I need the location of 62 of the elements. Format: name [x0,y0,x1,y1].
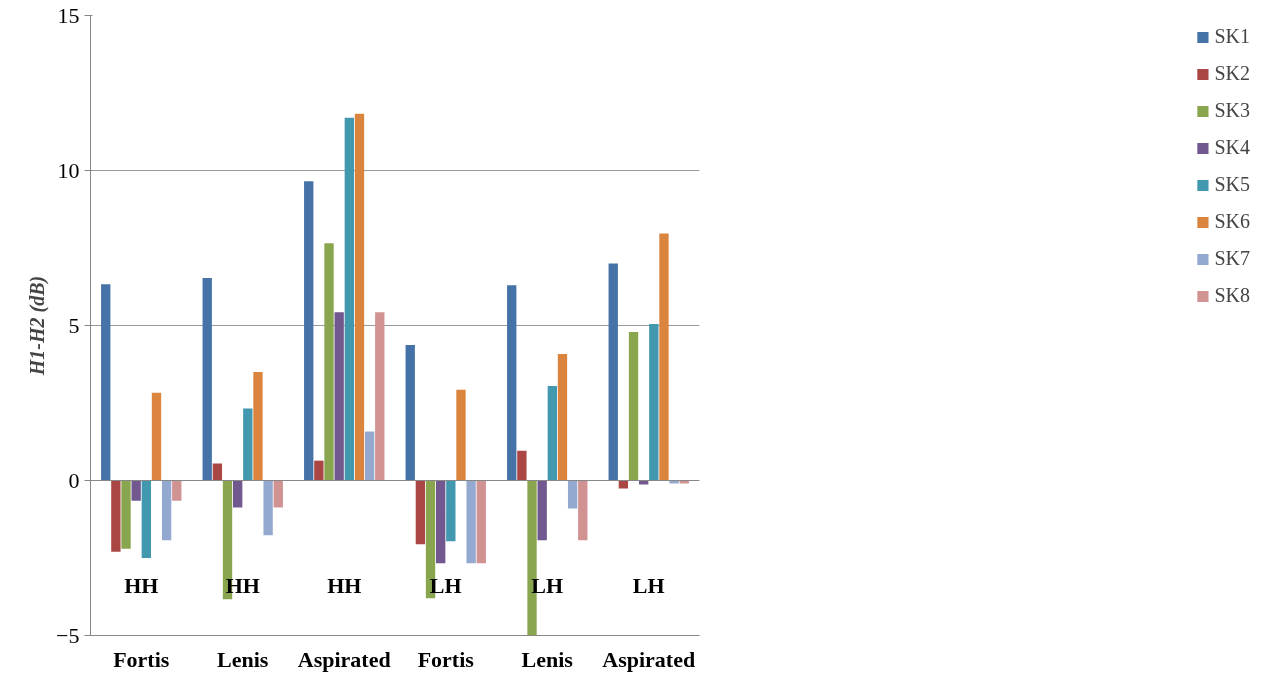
bar [649,323,659,481]
y-tick-label: 10 [57,157,80,183]
legend-label: SK2 [1214,62,1250,85]
bar [304,181,314,481]
bar [314,460,324,481]
bar [375,312,385,481]
bar [446,480,456,542]
bar [405,345,415,481]
bar [344,117,354,481]
bar [476,480,486,564]
bar [324,243,334,481]
bar [253,372,263,481]
bar [628,332,639,481]
bar [273,480,283,508]
bar [608,263,618,481]
bar [111,480,121,552]
bar [639,480,649,485]
bar [202,278,212,481]
legend-label: SK7 [1214,247,1250,270]
category-label: HH Fortis [113,573,170,672]
y-tick-label: 15 [57,2,80,28]
legend-label: SK5 [1214,173,1250,196]
bar [121,480,131,549]
bar [669,480,679,484]
bar [263,480,273,536]
bar [578,480,588,541]
legend-label: SK4 [1214,136,1250,159]
bar [456,389,466,481]
bar [334,312,344,481]
bar [618,480,629,489]
legend-label: SK6 [1214,210,1250,233]
bar [466,480,476,564]
legend-label: SK8 [1214,284,1250,307]
bar [233,480,243,508]
y-axis-title: H1-H2 (dB) [26,275,50,377]
bar [101,284,111,481]
bar [131,480,141,501]
bar [436,480,446,564]
bar [364,431,375,481]
y-tick-label: 0 [68,467,80,493]
bar [659,233,669,481]
bar [141,480,151,558]
bar [547,385,557,481]
category-label: LH Aspirated [602,573,696,672]
bar [151,392,162,481]
bar [567,480,578,509]
y-tick-label: 5 [68,312,80,338]
legend-label: SK3 [1214,99,1250,122]
bar [557,354,568,481]
bar [507,285,517,481]
bar [537,480,547,541]
bar [172,480,182,501]
bar [517,450,527,481]
bar [679,480,689,484]
category-label: HH Aspirated [297,573,391,672]
legend-label: SK1 [1214,25,1250,48]
bar [243,408,253,481]
bar [415,480,426,545]
bar [212,463,223,481]
bar [161,480,172,541]
bar [354,113,365,481]
y-tick-label: −5 [56,622,80,648]
